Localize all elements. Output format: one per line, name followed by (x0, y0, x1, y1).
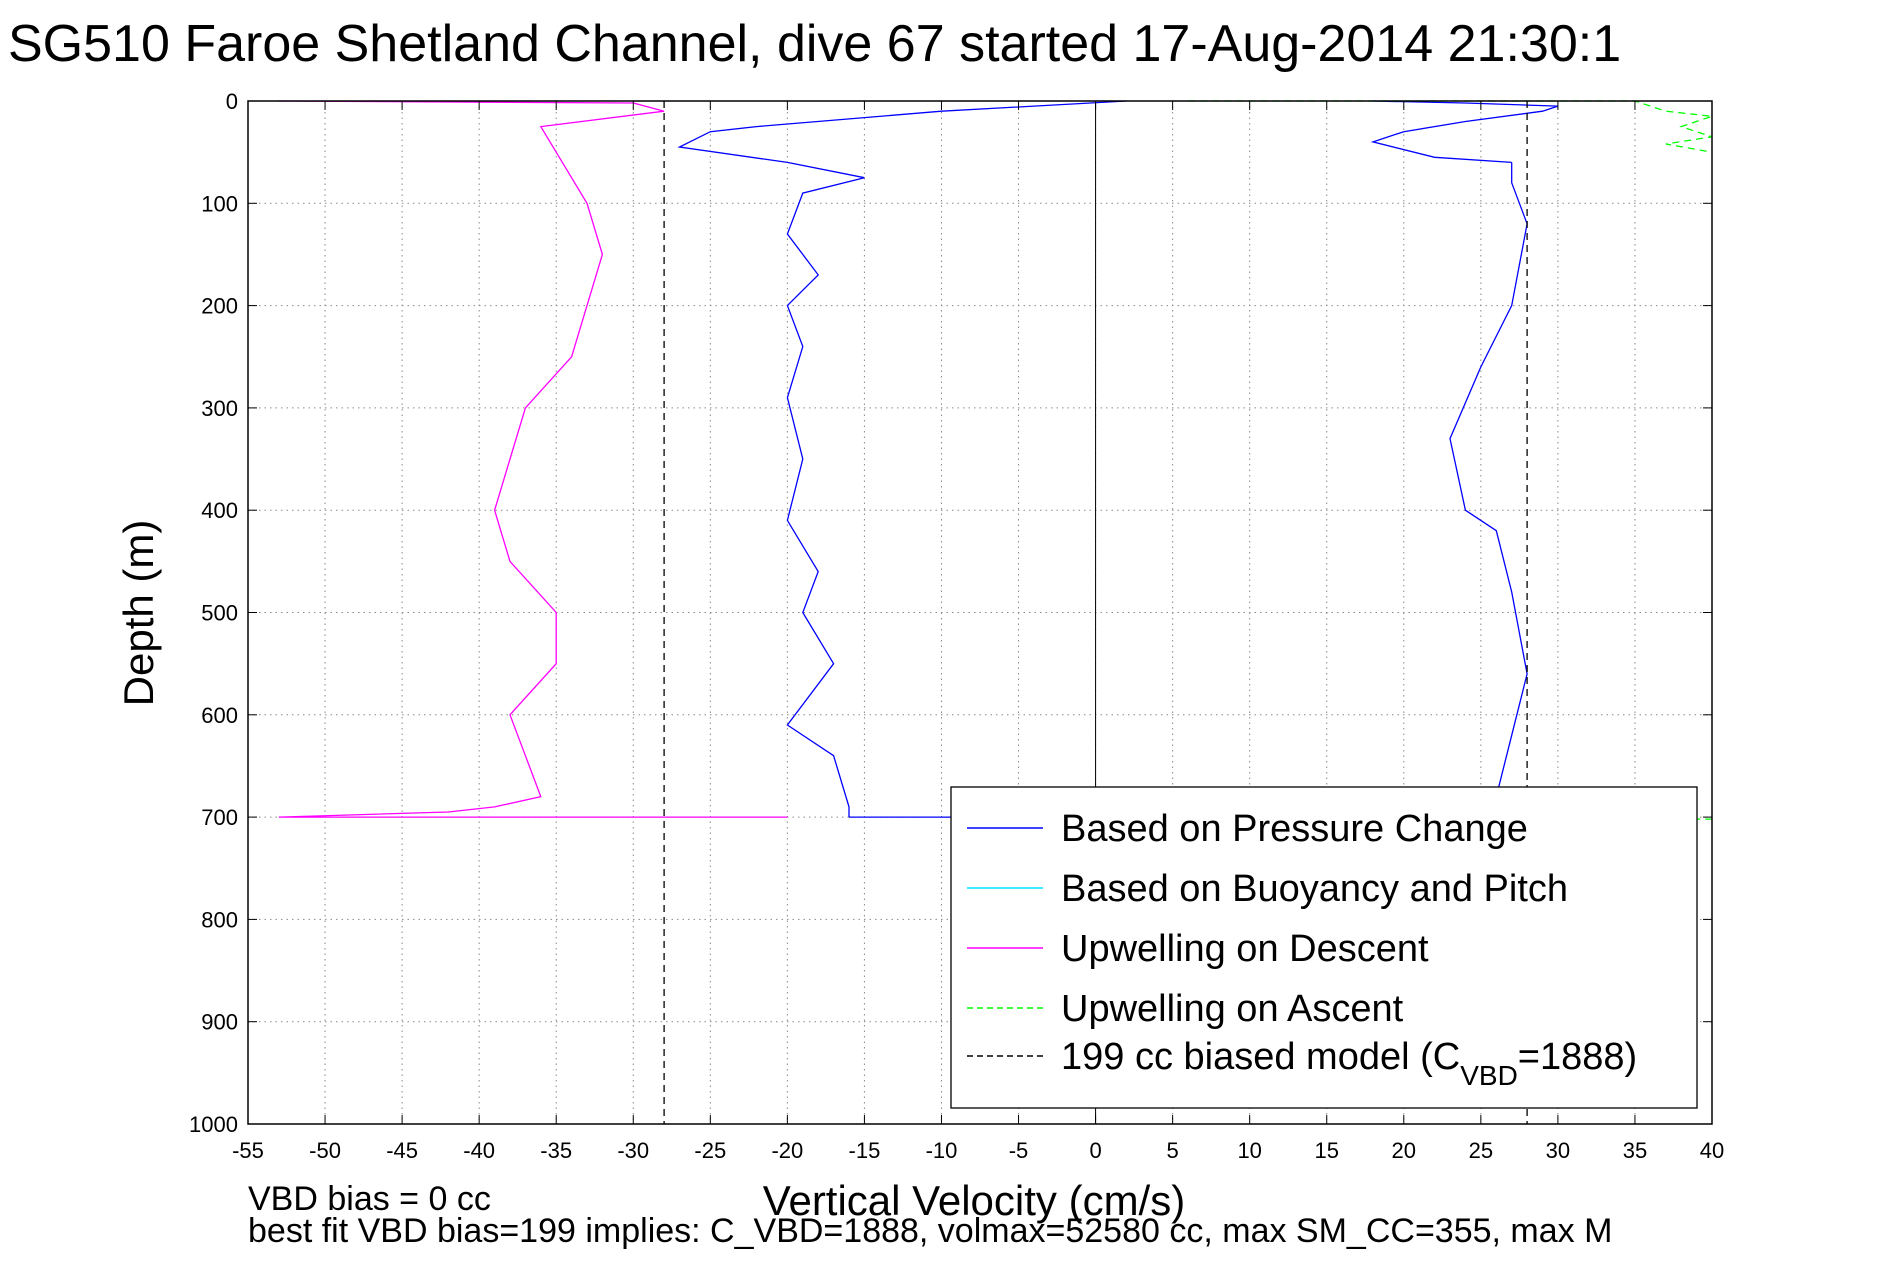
x-tick-label: -15 (849, 1138, 881, 1163)
x-tick-label: -55 (232, 1138, 264, 1163)
y-tick-label: 200 (201, 294, 238, 319)
y-tick-label: 0 (226, 89, 238, 114)
legend-label-tail: =1888) (1518, 1036, 1637, 1078)
x-tick-label: -5 (1009, 1138, 1029, 1163)
series-line-pressure_descent (677, 100, 1127, 818)
series-line-ascent (1188, 100, 1713, 153)
x-tick-label: -30 (617, 1138, 649, 1163)
y-tick-label: 400 (201, 498, 238, 523)
y-tick-label: 100 (201, 191, 238, 216)
y-tick-label: 800 (201, 907, 238, 932)
x-tick-label: -40 (463, 1138, 495, 1163)
y-ticks: 0 100 200 300 400 500 600 700 800 900 1000 (189, 89, 1712, 1137)
x-tick-label: 0 (1089, 1138, 1101, 1163)
x-tick-label: 15 (1314, 1138, 1338, 1163)
series-line-pressure_ascent_upper (1370, 100, 1559, 164)
y-tick-label: 700 (201, 805, 238, 830)
series-line-descent (278, 100, 788, 818)
y-tick-label: 1000 (189, 1112, 238, 1137)
x-tick-label: 20 (1392, 1138, 1416, 1163)
y-tick-label: 500 (201, 601, 238, 626)
vbd-bias-note: VBD bias = 0 cc (248, 1180, 491, 1218)
y-tick-label: 300 (201, 396, 238, 421)
x-tick-label: 30 (1546, 1138, 1570, 1163)
x-tick-label: 35 (1623, 1138, 1647, 1163)
legend-label: Based on Buoyancy and Pitch (1061, 868, 1568, 910)
legend-box (950, 786, 1698, 1109)
legend-label: Upwelling on Ascent (1061, 988, 1404, 1030)
x-axis-label: Vertical Velocity (cm/s) (763, 1177, 1185, 1224)
x-tick-label: -35 (540, 1138, 572, 1163)
x-tick-label: 10 (1237, 1138, 1261, 1163)
y-axis-label: Depth (m) (115, 520, 162, 707)
series-line-pressure_ascent (849, 162, 1528, 818)
x-tick-label: -25 (694, 1138, 726, 1163)
best-fit-note: best fit VBD bias=199 implies: C_VBD=188… (248, 1212, 1613, 1250)
x-tick-label: -10 (926, 1138, 958, 1163)
legend: Based on Pressure Change Based on Buoyanc… (950, 786, 1698, 1109)
x-tick-label: 5 (1167, 1138, 1179, 1163)
x-ticks: -55 -50 -45 -40 -35 -30 -25 -20 -15 -10 -5 0 5 10 15 20… (232, 101, 1724, 1163)
y-tick-label: 600 (201, 703, 238, 728)
x-tick-label: 25 (1469, 1138, 1493, 1163)
legend-label: Based on Pressure Change (1061, 808, 1528, 850)
x-tick-label: -45 (386, 1138, 418, 1163)
chart-title: SG510 Faroe Shetland Channel, dive 67 st… (8, 15, 1622, 73)
legend-subscript: VBD (1460, 1060, 1518, 1091)
x-tick-label: -50 (309, 1138, 341, 1163)
legend-label: Upwelling on Descent (1061, 928, 1429, 970)
x-tick-label: -20 (771, 1138, 803, 1163)
y-tick-label: 900 (201, 1010, 238, 1035)
x-tick-label: 40 (1700, 1138, 1724, 1163)
